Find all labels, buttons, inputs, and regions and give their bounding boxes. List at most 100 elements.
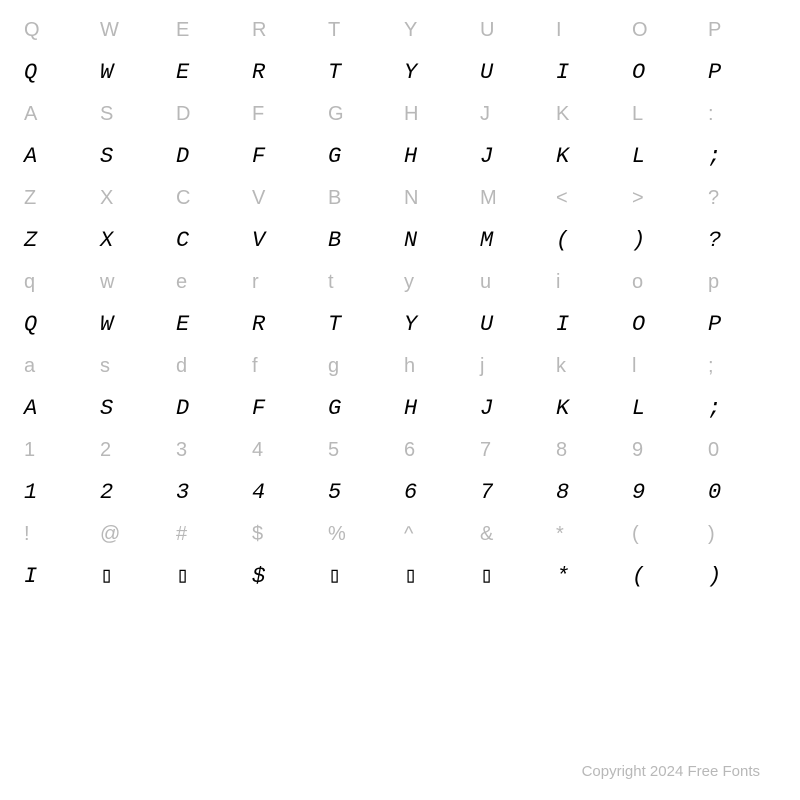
font-glyph: P [708, 312, 720, 338]
char-cell: 33 [172, 430, 248, 514]
char-cell: :; [704, 94, 780, 178]
reference-glyph: I [556, 18, 562, 42]
char-cell: !I [20, 514, 96, 598]
reference-glyph: o [632, 270, 643, 294]
char-cell: ** [552, 514, 628, 598]
font-glyph: V [252, 228, 264, 254]
font-glyph: P [708, 60, 720, 86]
font-glyph: 3 [176, 480, 188, 506]
reference-glyph: ^ [404, 522, 413, 546]
char-cell: DD [172, 94, 248, 178]
font-glyph: Q [24, 312, 36, 338]
char-row: aAsSdDfFgGhHjJkKlL;; [20, 346, 780, 430]
font-glyph: * [556, 564, 568, 590]
reference-glyph: * [556, 522, 564, 546]
char-cell: (( [628, 514, 704, 598]
reference-glyph: ? [708, 186, 719, 210]
font-glyph: ( [556, 228, 568, 254]
font-glyph: W [100, 60, 112, 86]
reference-glyph: Q [24, 18, 40, 42]
char-cell: QQ [20, 10, 96, 94]
char-cell: SS [96, 94, 172, 178]
reference-glyph: g [328, 354, 339, 378]
char-cell: FF [248, 94, 324, 178]
reference-glyph: l [632, 354, 636, 378]
char-cell: 77 [476, 430, 552, 514]
reference-glyph: 0 [708, 438, 719, 462]
reference-glyph: E [176, 18, 189, 42]
reference-glyph: q [24, 270, 35, 294]
font-glyph: W [100, 312, 112, 338]
char-cell: TT [324, 10, 400, 94]
char-cell: dD [172, 346, 248, 430]
char-cell: >) [628, 178, 704, 262]
font-glyph: M [480, 228, 492, 254]
font-glyph: A [24, 144, 36, 170]
char-cell: EE [172, 10, 248, 94]
reference-glyph: ! [24, 522, 30, 546]
font-glyph: ▯ [404, 564, 416, 590]
reference-glyph: a [24, 354, 35, 378]
char-cell: 22 [96, 430, 172, 514]
font-glyph: ? [708, 228, 720, 254]
reference-glyph: % [328, 522, 346, 546]
reference-glyph: # [176, 522, 187, 546]
reference-glyph: V [252, 186, 265, 210]
reference-glyph: r [252, 270, 259, 294]
font-glyph: O [632, 312, 644, 338]
reference-glyph: t [328, 270, 334, 294]
font-glyph: ( [632, 564, 644, 590]
font-glyph: R [252, 60, 264, 86]
reference-glyph: k [556, 354, 566, 378]
reference-glyph: < [556, 186, 568, 210]
char-cell: RR [248, 10, 324, 94]
reference-glyph: 4 [252, 438, 263, 462]
char-cell: WW [96, 10, 172, 94]
char-row: QQWWEERRTTYYUUIIOOPP [20, 10, 780, 94]
font-glyph: ▯ [176, 564, 188, 590]
char-cell: II [552, 10, 628, 94]
char-cell: %▯ [324, 514, 400, 598]
font-glyph: 5 [328, 480, 340, 506]
reference-glyph: : [708, 102, 714, 126]
char-cell: NN [400, 178, 476, 262]
font-glyph: U [480, 60, 492, 86]
reference-glyph: 5 [328, 438, 339, 462]
char-row: ZZXXCCVVBBNNMM<(>)?? [20, 178, 780, 262]
char-cell: hH [400, 346, 476, 430]
reference-glyph: B [328, 186, 341, 210]
font-glyph: 4 [252, 480, 264, 506]
font-glyph: C [176, 228, 188, 254]
char-cell: 55 [324, 430, 400, 514]
font-glyph: K [556, 396, 568, 422]
reference-glyph: ) [708, 522, 715, 546]
char-cell: &▯ [476, 514, 552, 598]
font-glyph: E [176, 60, 188, 86]
char-cell: qQ [20, 262, 96, 346]
char-cell: XX [96, 178, 172, 262]
char-cell: GG [324, 94, 400, 178]
char-cell: 11 [20, 430, 96, 514]
reference-glyph: $ [252, 522, 263, 546]
font-glyph: 7 [480, 480, 492, 506]
char-cell: kK [552, 346, 628, 430]
char-cell: rR [248, 262, 324, 346]
font-glyph: E [176, 312, 188, 338]
char-cell: 66 [400, 430, 476, 514]
reference-glyph: L [632, 102, 643, 126]
char-cell: tT [324, 262, 400, 346]
char-cell: ZZ [20, 178, 96, 262]
char-cell: gG [324, 346, 400, 430]
font-glyph: S [100, 396, 112, 422]
font-glyph: ▯ [480, 564, 492, 590]
reference-glyph: S [100, 102, 113, 126]
reference-glyph: G [328, 102, 344, 126]
font-glyph: 1 [24, 480, 36, 506]
reference-glyph: D [176, 102, 190, 126]
font-glyph: Q [24, 60, 36, 86]
char-cell: eE [172, 262, 248, 346]
font-glyph: F [252, 144, 264, 170]
reference-glyph: W [100, 18, 119, 42]
reference-glyph: i [556, 270, 560, 294]
reference-glyph: 6 [404, 438, 415, 462]
